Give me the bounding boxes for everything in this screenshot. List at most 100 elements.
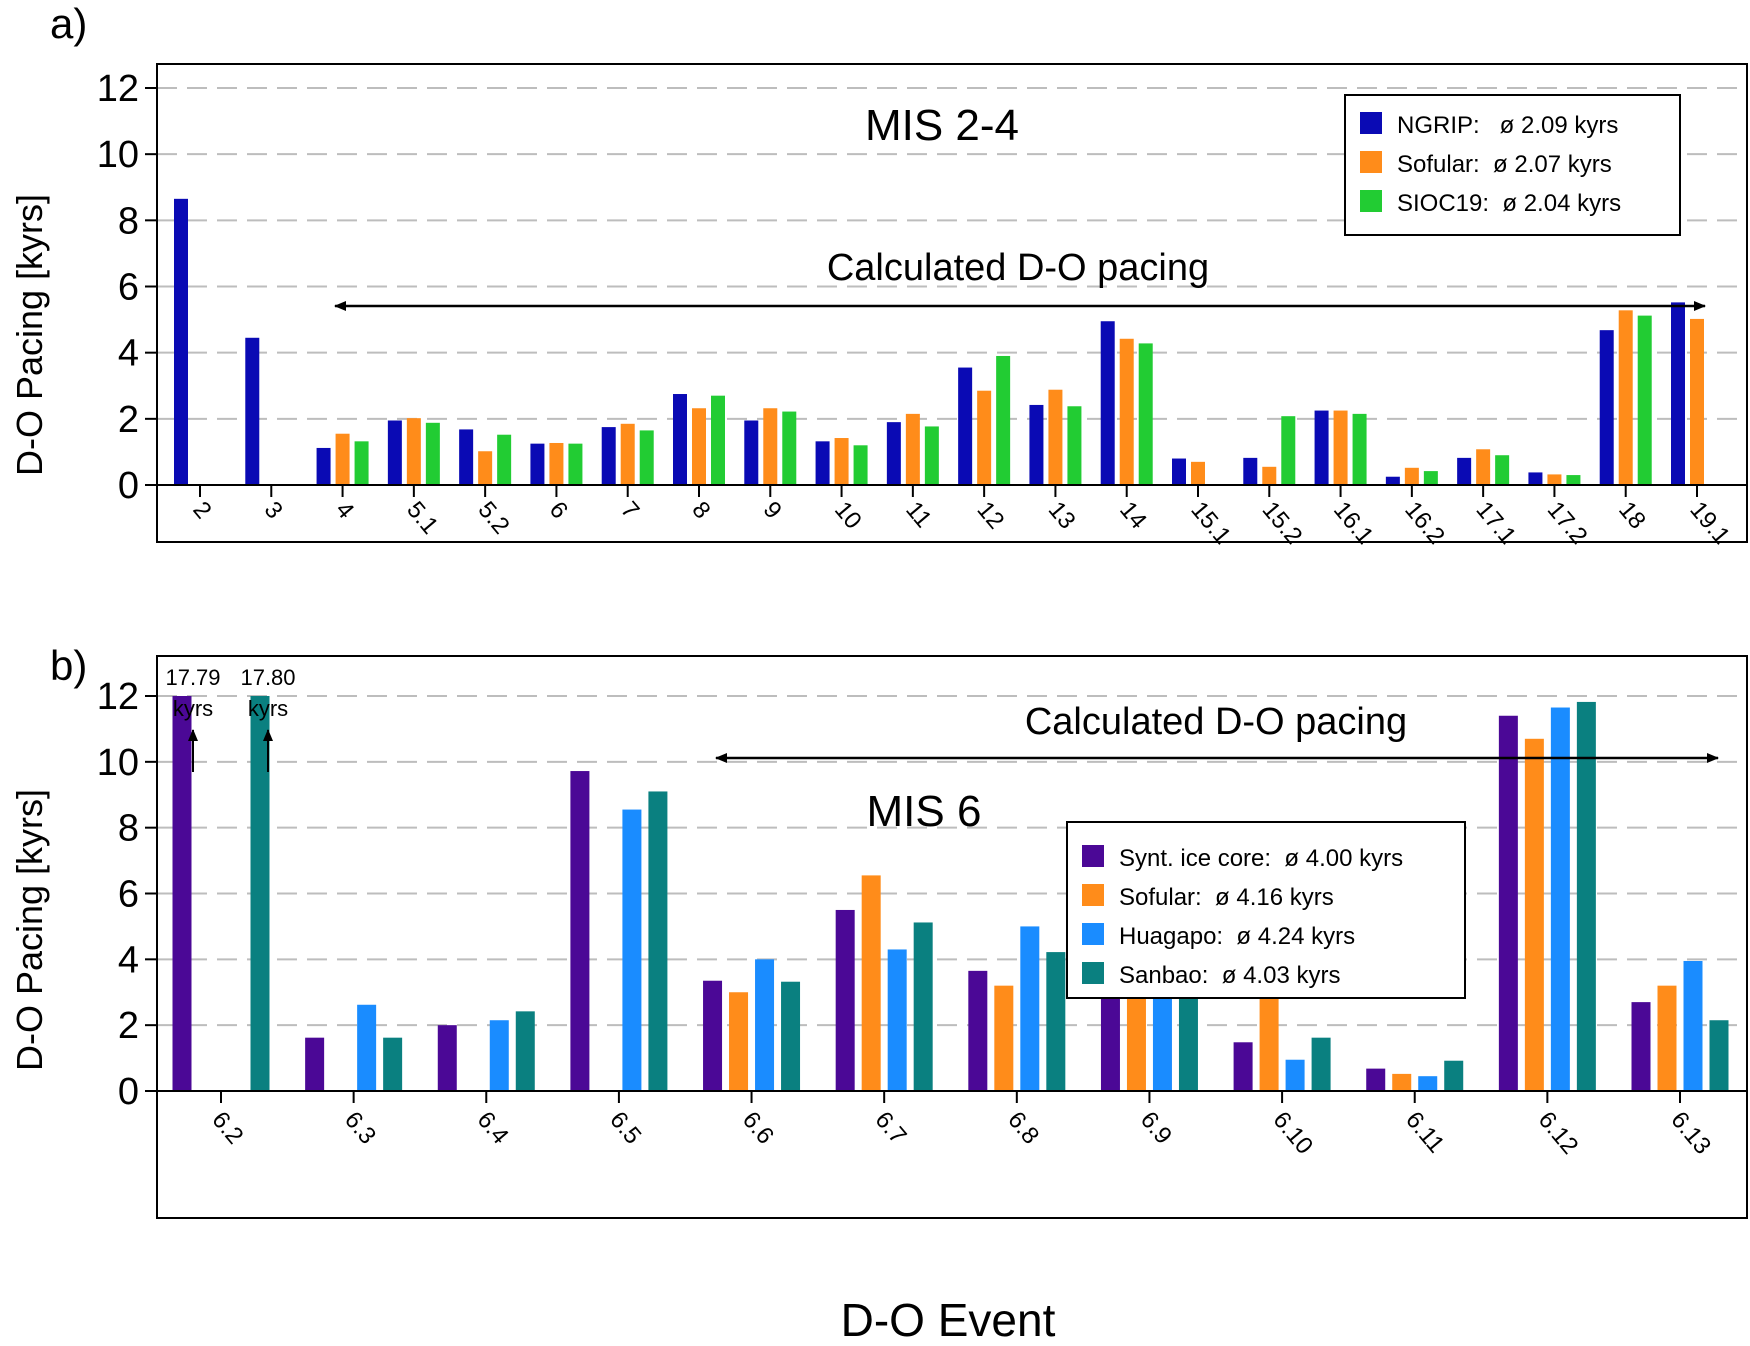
y-tick-label: 2 [118,399,139,441]
bar-sanbao-6-2 [250,696,270,1091]
bar-sioc19-14 [1138,343,1153,485]
panel-a-legend-box [1344,94,1681,236]
x-tick-label-6-3: 6.3 [339,1107,381,1150]
bar-ngrip-9 [744,420,759,485]
bar-synt-ice-core-6-8 [968,970,988,1091]
bar-sanbao-6-7 [913,922,933,1091]
panel-b-pacing-annotation: Calculated D-O pacing [1025,701,1407,743]
bar-sofular-6-13 [1657,985,1677,1091]
bar-sioc19-11 [924,426,939,485]
bar-sanbao-6-10 [1311,1037,1331,1091]
y-tick-label: 10 [97,742,139,784]
bar-huagapo-6-10 [1285,1059,1305,1091]
bar-ngrip-4 [316,447,331,485]
x-tick-label-9: 9 [758,497,787,525]
bar-huagapo-6-13 [1683,960,1703,1091]
bar-ngrip-8 [673,394,687,485]
bar-ngrip-15-1 [1172,458,1186,485]
offscale-value-sanbao: 17.80 [240,665,295,690]
x-tick-label-3: 3 [259,497,288,525]
x-tick-label-14: 14 [1114,497,1152,535]
bar-sofular-6-11 [1392,1073,1412,1091]
bar-ngrip-17-1 [1457,457,1472,485]
bar-sanbao-6-9 [1178,985,1198,1091]
bar-huagapo-6-11 [1418,1076,1438,1091]
x-tick-label-18: 18 [1613,497,1651,535]
bar-ngrip-16-1 [1314,410,1329,485]
legend-swatch-sofular-b [1082,884,1104,906]
bar-sofular-5-2 [478,451,493,485]
bar-sofular-13 [1048,389,1063,485]
y-tick-label: 10 [97,134,139,176]
x-tick-label-6-8: 6.8 [1002,1107,1044,1150]
x-tick-label-6-4: 6.4 [472,1107,514,1150]
bar-sanbao-6-13 [1709,1020,1729,1091]
bar-synt-ice-core-6-2 [172,696,192,1091]
x-tick-label-5-1: 5.1 [401,497,443,540]
bar-sioc19-17-2 [1566,475,1581,485]
bar-sofular-6 [549,442,564,485]
bar-huagapo-6-3 [357,1004,377,1091]
panel-b-x-axis: 6.2 6.3 6.4 6.5 6.6 6.7 6.8 6.9 6.10 6.11 6.12 6.13 [157,1090,1747,1160]
bar-sioc19-15-2 [1281,416,1296,485]
y-tick-label: 12 [97,676,139,718]
bar-sioc19-13 [1067,406,1082,485]
panel-b-label: b) [50,642,87,689]
bar-sofular-5-1 [406,418,421,485]
x-tick-label-6-2: 6.2 [206,1107,248,1150]
bar-sofular-8 [692,408,706,485]
x-tick-label-2: 2 [187,497,216,525]
legend-label-synt-ice-core: Synt. ice core: ø 4.00 kyrs [1119,845,1403,872]
bar-sioc19-12 [996,355,1011,485]
bar-sioc19-4 [354,441,369,485]
bar-sofular-6-10 [1259,991,1279,1091]
x-tick-label-6-10: 6.10 [1267,1107,1318,1160]
bar-sofular-4 [335,433,350,485]
panel-b-title: MIS 6 [867,787,982,836]
offscale-unit-synt-ice-core: kyrs [173,696,213,721]
bar-huagapo-6-5 [622,809,642,1091]
bar-huagapo-6-6 [755,959,775,1091]
bar-synt-ice-core-6-7 [835,909,855,1091]
panel-a: a) 0 2 4 6 8 10 12 D-O Pacing [kyrs] 2 3 4 5.1 5.2… [9,0,1748,550]
panel-a-pacing-annotation: Calculated D-O pacing [827,247,1209,289]
panel-b-x-axis-label: D-O Event [841,1294,1056,1346]
bar-ngrip-6 [530,443,545,485]
x-tick-label-8: 8 [686,497,715,525]
legend-swatch-sanbao [1082,962,1104,984]
bar-sofular-6-8 [994,985,1014,1091]
bar-sofular-11 [905,413,920,485]
panel-b: b) 0 2 4 6 8 10 12 D-O Pacing [kyrs] 6.2 6.3 6.4… [9,642,1748,1346]
bar-ngrip-10 [815,441,830,485]
bar-ngrip-17-2 [1528,472,1543,485]
panel-a-legend: NGRIP: ø 2.09 kyrs Sofular: ø 2.07 kyrs … [1344,94,1681,236]
bar-sofular-12 [977,390,992,485]
bar-sofular-16-2 [1404,467,1419,485]
bar-sofular-15-1 [1191,461,1205,485]
x-tick-label-5-2: 5.2 [473,497,515,540]
y-tick-label: 6 [118,267,139,309]
bar-sofular-16-1 [1333,410,1348,485]
bar-sofular-10 [834,438,849,485]
bar-huagapo-6-12 [1550,707,1570,1091]
x-tick-label-6-9: 6.9 [1135,1107,1177,1150]
bar-ngrip-5-2 [459,429,474,485]
bar-ngrip-3 [245,337,260,485]
panel-a-title: MIS 2-4 [865,101,1019,150]
y-tick-label: 0 [118,465,139,507]
bar-sioc19-16-2 [1423,471,1438,485]
legend-label-sioc19: SIOC19: ø 2.04 kyrs [1397,190,1621,217]
y-tick-label: 0 [118,1071,139,1113]
bar-ngrip-19-1 [1671,302,1685,485]
panel-a-label: a) [50,0,87,47]
bar-sioc19-18 [1637,315,1652,485]
bar-sioc19-5-2 [497,434,512,485]
panel-b-bars [172,696,1729,1091]
y-tick-label: 8 [118,808,139,850]
legend-swatch-sioc19 [1360,190,1382,212]
legend-swatch-huagapo [1082,923,1104,945]
bar-sofular-19-1 [1690,318,1704,485]
bar-synt-ice-core-6-12 [1498,715,1518,1091]
bar-sofular-6-9 [1126,985,1146,1091]
